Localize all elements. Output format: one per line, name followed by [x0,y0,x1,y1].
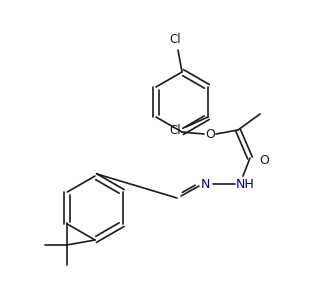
Text: O: O [259,154,269,166]
Text: O: O [205,127,215,141]
Text: Cl: Cl [169,33,181,46]
Text: Cl: Cl [169,124,181,137]
Text: NH: NH [236,178,255,190]
Text: N: N [200,178,210,190]
